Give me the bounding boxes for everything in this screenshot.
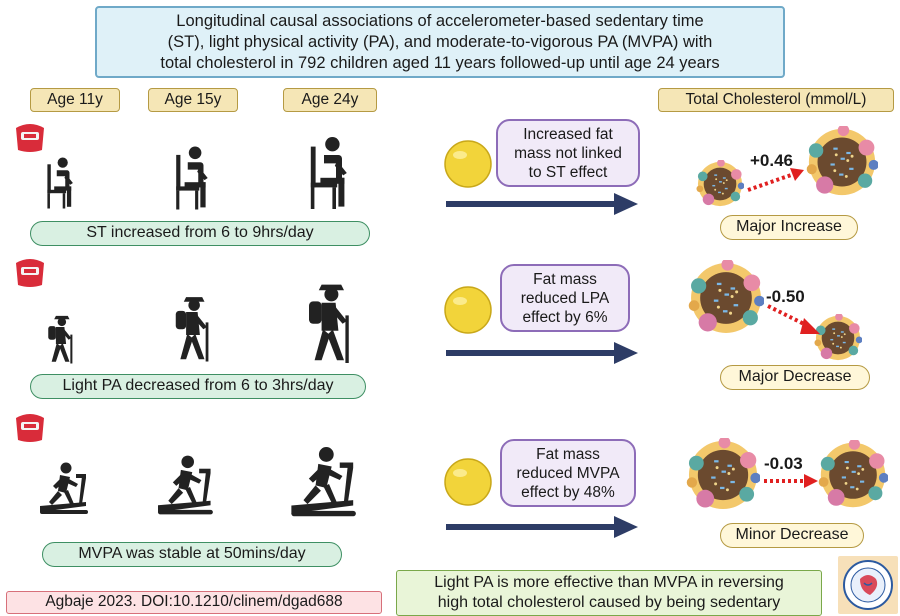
- speech-bubble-lpa: Fat mass reduced LPA effect by 6%: [500, 264, 630, 332]
- large-cholesterol-particle-icon: [818, 440, 888, 508]
- small-cholesterol-particle-icon: [696, 160, 744, 207]
- row-label-lpa: Light PA decreased from 6 to 3hrs/day: [30, 374, 366, 399]
- speech-bubble-st: Increased fat mass not linked to ST effe…: [496, 119, 640, 187]
- speech-line: Fat mass: [536, 446, 600, 463]
- hiking-person-icon: [175, 297, 209, 362]
- speech-line: reduced LPA: [520, 290, 610, 307]
- arrow-right-icon: [446, 516, 638, 538]
- weight-scale-icon: [16, 124, 44, 152]
- delta-value-st: +0.46: [750, 151, 794, 170]
- sitting-person-icon: [47, 157, 73, 209]
- conclusion-line-2: high total cholesterol caused by being s…: [437, 594, 781, 611]
- speech-bubble-mvpa: Fat mass reduced MVPA effect by 48%: [500, 439, 636, 507]
- delta-value-lpa: -0.50: [766, 287, 805, 306]
- speech-line: Increased fat: [523, 126, 613, 143]
- age-tag-15: Age 15y: [148, 88, 238, 112]
- arrow-right-icon: [446, 342, 638, 364]
- fat-mass-ball-icon: [444, 458, 492, 506]
- effect-label-st: Major Increase: [720, 215, 858, 240]
- large-cholesterol-particle-icon: [688, 260, 764, 333]
- arrow-right-icon: [446, 193, 638, 215]
- fat-mass-ball-icon: [444, 286, 492, 334]
- treadmill-runner-icon: [40, 462, 88, 514]
- speech-line: reduced MVPA: [516, 465, 620, 482]
- large-cholesterol-particle-icon: [686, 438, 760, 510]
- title-line-1: Longitudinal causal associations of acce…: [176, 12, 704, 30]
- outcome-header: Total Cholesterol (mmol/L): [658, 88, 894, 112]
- title-line-2: (ST), light physical activity (PA), and …: [167, 33, 713, 51]
- effect-label-lpa: Major Decrease: [720, 365, 870, 390]
- hiking-person-icon: [309, 284, 349, 363]
- age-tag-24: Age 24y: [283, 88, 377, 112]
- large-cholesterol-particle-icon: [806, 126, 878, 196]
- speech-line: mass not linked: [514, 145, 622, 162]
- sitting-person-icon: [176, 146, 208, 210]
- age-tag-11: Age 11y: [30, 88, 120, 112]
- treadmill-runner-icon: [291, 447, 356, 517]
- conclusion-line-1: Light PA is more effective than MVPA in …: [434, 574, 784, 591]
- dotted-arrow-right-icon: [764, 474, 818, 488]
- effect-label-mvpa: Minor Decrease: [720, 523, 864, 548]
- speech-line: effect by 6%: [522, 309, 608, 326]
- title-line-3: total cholesterol in 792 children aged 1…: [160, 54, 720, 72]
- journal-logo: [838, 556, 898, 614]
- weight-scale-icon: [16, 414, 44, 442]
- weight-scale-icon: [16, 259, 44, 287]
- treadmill-runner-icon: [158, 455, 213, 515]
- citation: Agbaje 2023. DOI:10.1210/clinem/dgad688: [6, 591, 382, 614]
- sitting-person-icon: [310, 137, 347, 209]
- delta-value-mvpa: -0.03: [764, 454, 803, 473]
- conclusion-box: Light PA is more effective than MVPA in …: [396, 570, 822, 616]
- speech-line: Fat mass: [533, 271, 597, 288]
- hiking-person-icon: [48, 315, 73, 364]
- row-label-st: ST increased from 6 to 9hrs/day: [30, 221, 370, 246]
- speech-line: to ST effect: [528, 164, 608, 181]
- title-box: Longitudinal causal associations of acce…: [95, 6, 785, 78]
- small-cholesterol-particle-icon: [814, 314, 862, 361]
- speech-line: effect by 48%: [521, 484, 615, 501]
- dotted-arrow-down-icon: [767, 304, 820, 334]
- dotted-arrow-up-icon: [747, 168, 804, 192]
- fat-mass-ball-icon: [444, 140, 492, 188]
- row-label-mvpa: MVPA was stable at 50mins/day: [42, 542, 342, 567]
- journal-seal-icon: [843, 560, 893, 610]
